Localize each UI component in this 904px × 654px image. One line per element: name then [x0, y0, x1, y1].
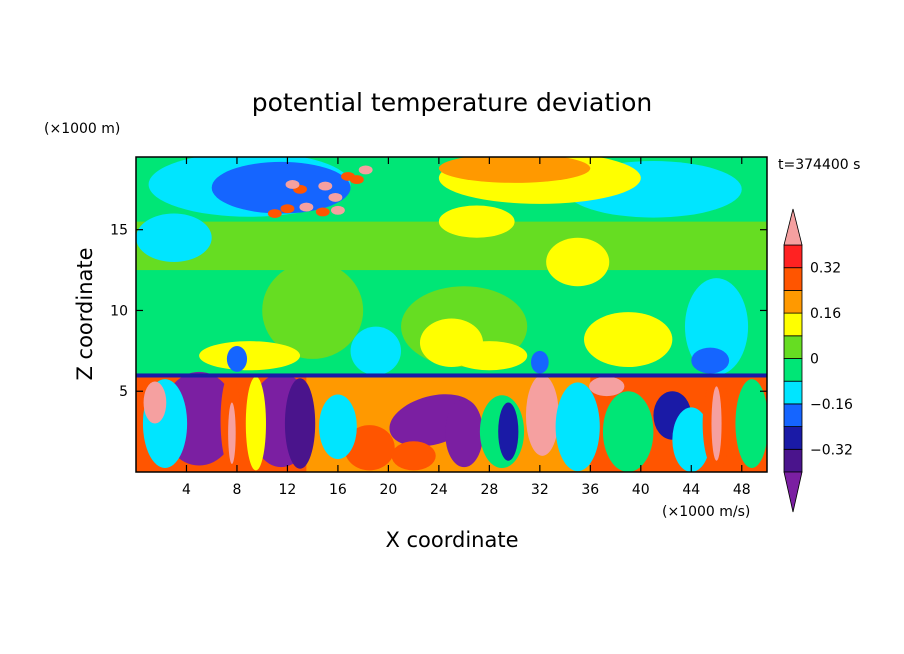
colorbar-label: 0.16 [810, 306, 841, 322]
field-patch-green-mid-a [262, 262, 364, 359]
x-tick-label: 44 [682, 482, 700, 498]
field-patch-purple-arc [445, 399, 484, 468]
field-line-inversion [136, 373, 767, 378]
chart-title: potential temperature deviation [252, 88, 652, 117]
field-patch-blue-bump-c [531, 350, 549, 374]
field-dot [358, 165, 373, 175]
field-patch-pink-32 [525, 375, 559, 456]
field-dot [349, 175, 364, 185]
x-unit-label: (×1000 m/s) [662, 504, 750, 520]
colorbar-segment [783, 267, 803, 291]
colorbar-segment [783, 403, 803, 427]
x-tick-label: 16 [329, 482, 347, 498]
field-dot [328, 192, 343, 202]
x-tick-label: 40 [632, 482, 650, 498]
y-axis-label: Z coordinate [73, 247, 97, 380]
field-dot [280, 204, 295, 214]
x-tick-label: 20 [379, 482, 397, 498]
field-dot [330, 205, 345, 215]
colorbar-label: −0.32 [810, 442, 853, 458]
y-axis-ticks: 5 10 15 [110, 223, 767, 400]
x-axis-ticks: 4 8 12 16 20 24 28 32 36 40 44 48 [182, 157, 751, 498]
field-patch-blue-bump-a [226, 346, 248, 372]
field-patch-pink-right-col [711, 386, 722, 461]
colorbar-segment [783, 244, 803, 269]
colorbar-segment [783, 448, 803, 473]
field-patch-yellow-mid-d [451, 341, 528, 371]
colorbar-segment [783, 380, 803, 405]
y-tick-label: 15 [110, 223, 128, 239]
colorbar-segment [783, 335, 803, 359]
field-patch-green-right [602, 391, 654, 472]
field-patch-blue-left [284, 378, 316, 469]
field-patch-blue-swirl [498, 402, 519, 461]
colorbar-segment [783, 426, 803, 450]
field-patch-pink-37 [589, 376, 625, 397]
field-patch-cyan-mid-mid [350, 326, 402, 376]
colorbar-bottom-arrow [783, 471, 803, 513]
field-dot [318, 181, 333, 191]
contour-field [136, 157, 767, 472]
field-patch-blue-upper-left [211, 161, 351, 214]
field-patch-pink-corner [143, 381, 167, 424]
field-dot [285, 180, 300, 189]
field-patch-blue-bump-b [691, 347, 730, 374]
x-tick-label: 48 [733, 482, 751, 498]
field-patch-yellow-mid [438, 205, 515, 238]
x-axis-label: X coordinate [385, 528, 518, 552]
field-patch-red-low-b [391, 441, 436, 471]
x-tick-label: 8 [232, 482, 241, 498]
field-patch-cyan-right-a [555, 382, 600, 472]
field-patch-cyan-low [318, 394, 357, 460]
field-patch-cyan-mid-left [136, 213, 212, 262]
field-patch-red-low-a [344, 425, 395, 471]
y-unit-label: (×1000 m) [44, 121, 120, 137]
y-tick-label: 5 [119, 384, 128, 400]
field-patch-yellow-mid2 [546, 237, 610, 287]
field-dot [299, 202, 314, 212]
x-tick-label: 28 [480, 482, 498, 498]
x-tick-label: 32 [531, 482, 549, 498]
field-patch-green-far-right [735, 379, 767, 468]
x-tick-label: 36 [581, 482, 599, 498]
colorbar-segment [783, 358, 803, 382]
colorbar-top-arrow [783, 208, 803, 246]
colorbar-segment [783, 312, 803, 337]
field-patch-pink-left-col [228, 402, 236, 464]
x-tick-label: 12 [279, 482, 297, 498]
field-patch-yellow-mid-b [584, 312, 673, 367]
field-patch-orange-top [438, 157, 591, 183]
colorbar: 0.32 0.16 0 −0.16 −0.32 [783, 208, 853, 513]
x-tick-label: 4 [182, 482, 191, 498]
colorbar-segment [783, 289, 803, 314]
field-patch-yellow-mid-c [199, 341, 301, 371]
field-dot [315, 207, 330, 217]
colorbar-label: 0 [810, 352, 819, 368]
x-tick-label: 24 [430, 482, 448, 498]
colorbar-label: −0.16 [810, 397, 853, 413]
colorbar-label: 0.32 [810, 261, 841, 277]
plot-frame [135, 156, 768, 473]
y-tick-label: 10 [110, 303, 128, 319]
field-patch-cyan-right-b [672, 407, 711, 472]
time-label: t=374400 s [778, 157, 860, 173]
field-dot [267, 209, 282, 218]
field-patch-yellow-left [245, 376, 266, 471]
